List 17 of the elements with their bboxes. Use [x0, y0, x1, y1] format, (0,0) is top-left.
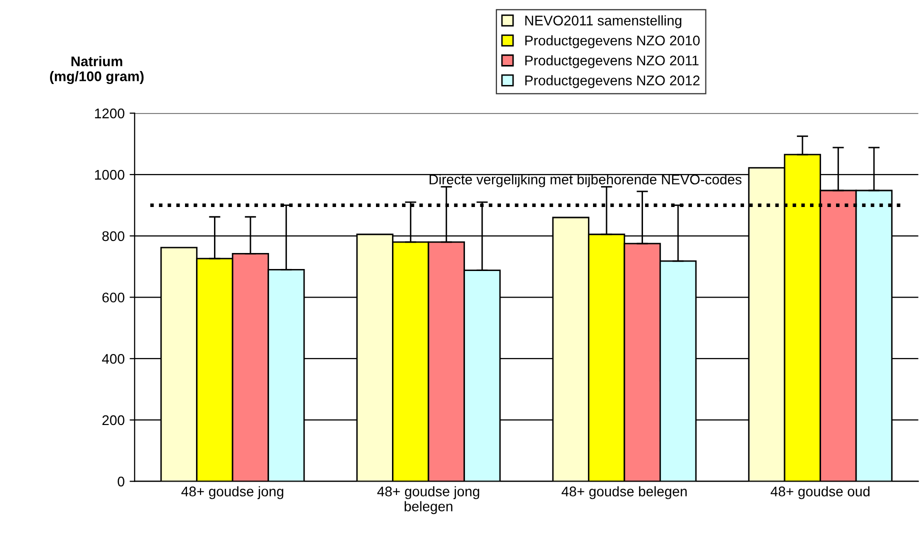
- y-tick-label: 200: [102, 415, 124, 426]
- y-axis-title: Natrium (mg/100 gram): [50, 56, 144, 84]
- y-tick-label: 0: [118, 476, 124, 486]
- y-tick-label: 1000: [95, 170, 124, 180]
- legend-label: Productgegevens NZO 2011: [525, 55, 699, 68]
- x-tick-label: 48+ goudse jong: [181, 486, 284, 500]
- y-tick-label: 600: [102, 292, 124, 302]
- legend-label: Productgegevens NZO 2010: [525, 35, 700, 48]
- x-tick-label: 48+ goudse jong belegen: [377, 486, 480, 514]
- legend-label: NEVO2011 samenstelling: [525, 15, 682, 28]
- legend-label: Productgegevens NZO 2012: [525, 75, 700, 88]
- ref-line-label: Directe vergelijking met bijbehorende NEVO-codes: [430, 174, 742, 188]
- y-tick-label: 400: [102, 354, 124, 364]
- x-tick-label: 48+ goudse belegen: [562, 486, 687, 500]
- x-tick-label: 48+ goudse oud: [770, 486, 870, 500]
- y-tick-label: 1200: [95, 108, 124, 118]
- y-tick-label: 800: [102, 231, 124, 242]
